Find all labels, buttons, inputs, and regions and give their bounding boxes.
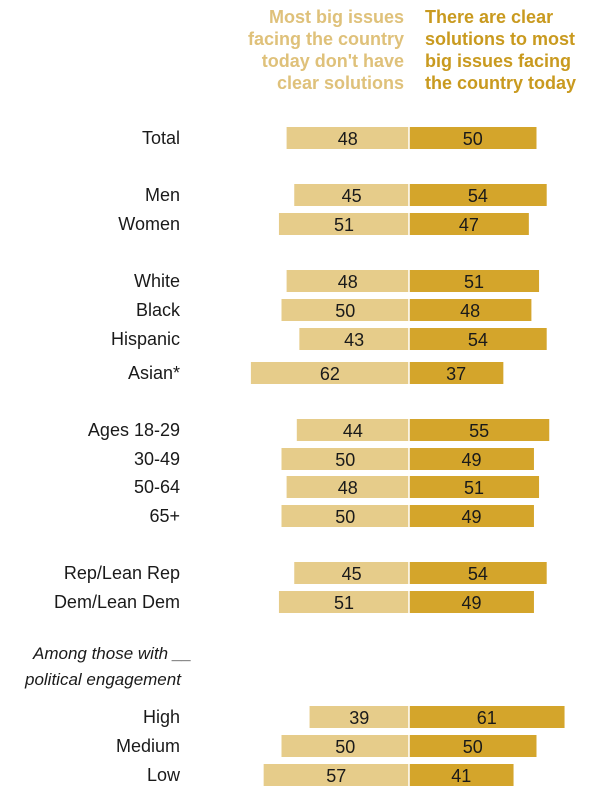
value-clear-solutions-men: 54 (468, 186, 488, 206)
row-label-medium: Medium (116, 736, 180, 756)
legend-left-line-4: clear solutions (276, 73, 404, 93)
value-clear-solutions-rep-lean-rep: 54 (468, 564, 488, 584)
value-clear-solutions-ages-18-29: 55 (469, 421, 489, 441)
legend-right-line-2: solutions to most (425, 29, 575, 49)
bar-clear-solutions-65 (409, 505, 534, 527)
row-label-women: Women (118, 214, 180, 234)
value-no-clear-solutions-low: 57 (326, 766, 346, 786)
bar-clear-solutions-low (409, 764, 514, 786)
bar-no-clear-solutions-ages-18-29 (296, 419, 409, 441)
bar-no-clear-solutions-hispanic (299, 328, 409, 350)
value-clear-solutions-total: 50 (463, 129, 483, 149)
bar-clear-solutions-women (409, 213, 529, 235)
bar-clear-solutions-white (409, 270, 540, 292)
bar-no-clear-solutions-women (278, 213, 409, 235)
value-no-clear-solutions-high: 39 (349, 708, 369, 728)
bar-no-clear-solutions-rep-lean-rep (294, 562, 409, 584)
value-no-clear-solutions-ages-18-29: 44 (343, 421, 363, 441)
bar-no-clear-solutions-asian (250, 362, 409, 384)
row-label-50-64: 50-64 (134, 477, 180, 497)
bar-clear-solutions-black (409, 299, 532, 321)
value-clear-solutions-white: 51 (464, 272, 484, 292)
legend-left-line-2: facing the country (247, 29, 404, 49)
value-no-clear-solutions-30-49: 50 (335, 450, 355, 470)
value-no-clear-solutions-asian: 62 (320, 364, 340, 384)
bar-no-clear-solutions-men (294, 184, 409, 206)
bar-no-clear-solutions-dem-lean-dem (278, 591, 409, 613)
value-no-clear-solutions-total: 48 (338, 129, 358, 149)
value-clear-solutions-dem-lean-dem: 49 (461, 593, 481, 613)
legend-right-line-3: big issues facing (425, 51, 572, 71)
row-label-total: Total (142, 128, 180, 148)
value-clear-solutions-hispanic: 54 (468, 330, 488, 350)
value-no-clear-solutions-hispanic: 43 (344, 330, 364, 350)
row-label-rep-lean-rep: Rep/Lean Rep (64, 563, 180, 583)
value-clear-solutions-asian: 37 (446, 364, 466, 384)
row-label-asian: Asian* (128, 363, 180, 383)
legend-left-header: Most big issues facing the country today… (184, 6, 404, 94)
bar-no-clear-solutions-medium (281, 735, 409, 757)
bar-clear-solutions-30-49 (409, 448, 534, 470)
legend-right-header: There are clear solutions to most big is… (425, 6, 616, 94)
bar-clear-solutions-men (409, 184, 547, 206)
row-label-high: High (143, 707, 180, 727)
bar-no-clear-solutions-high (309, 706, 409, 728)
value-clear-solutions-low: 41 (451, 766, 471, 786)
legend-right-line-4: the country today (425, 73, 577, 93)
bar-clear-solutions-ages-18-29 (409, 419, 550, 441)
bar-no-clear-solutions-65 (281, 505, 409, 527)
row-label-ages-18-29: Ages 18-29 (88, 420, 180, 440)
value-no-clear-solutions-men: 45 (342, 186, 362, 206)
row-label-hispanic: Hispanic (111, 329, 180, 349)
row-label-men: Men (145, 185, 180, 205)
bar-clear-solutions-total (409, 127, 537, 149)
value-no-clear-solutions-rep-lean-rep: 45 (342, 564, 362, 584)
row-label-low: Low (147, 765, 181, 785)
value-no-clear-solutions-65: 50 (335, 507, 355, 527)
legend-left-line-3: today don't have (261, 51, 404, 71)
bar-clear-solutions-dem-lean-dem (409, 591, 534, 613)
row-label-dem-lean-dem: Dem/Lean Dem (54, 592, 180, 612)
value-clear-solutions-50-64: 51 (464, 478, 484, 498)
bar-no-clear-solutions-black (281, 299, 409, 321)
value-no-clear-solutions-black: 50 (335, 301, 355, 321)
value-no-clear-solutions-dem-lean-dem: 51 (334, 593, 354, 613)
bar-clear-solutions-medium (409, 735, 537, 757)
value-clear-solutions-high: 61 (477, 708, 497, 728)
value-clear-solutions-65: 49 (461, 507, 481, 527)
bar-clear-solutions-50-64 (409, 476, 540, 498)
row-label-65: 65+ (149, 506, 180, 526)
value-clear-solutions-30-49: 49 (461, 450, 481, 470)
bar-clear-solutions-hispanic (409, 328, 547, 350)
value-no-clear-solutions-medium: 50 (335, 737, 355, 757)
legend-left-line-1: Most big issues (268, 7, 404, 27)
bar-no-clear-solutions-low (263, 764, 409, 786)
value-clear-solutions-women: 47 (459, 215, 479, 235)
bar-clear-solutions-asian (409, 362, 504, 384)
bar-no-clear-solutions-total (286, 127, 409, 149)
bar-clear-solutions-high (409, 706, 565, 728)
section-note-line-2: political engagement (24, 670, 182, 689)
row-label-30-49: 30-49 (134, 449, 180, 469)
bar-no-clear-solutions-50-64 (286, 476, 409, 498)
legend-right-line-1: There are clear (425, 7, 554, 27)
value-no-clear-solutions-50-64: 48 (338, 478, 358, 498)
bar-no-clear-solutions-white (286, 270, 409, 292)
row-label-black: Black (136, 300, 181, 320)
value-clear-solutions-black: 48 (460, 301, 480, 321)
bar-clear-solutions-rep-lean-rep (409, 562, 547, 584)
value-no-clear-solutions-women: 51 (334, 215, 354, 235)
value-clear-solutions-medium: 50 (463, 737, 483, 757)
section-note-line-1: Among those with __ (32, 644, 192, 663)
row-label-white: White (134, 271, 180, 291)
bar-no-clear-solutions-30-49 (281, 448, 409, 470)
value-no-clear-solutions-white: 48 (338, 272, 358, 292)
